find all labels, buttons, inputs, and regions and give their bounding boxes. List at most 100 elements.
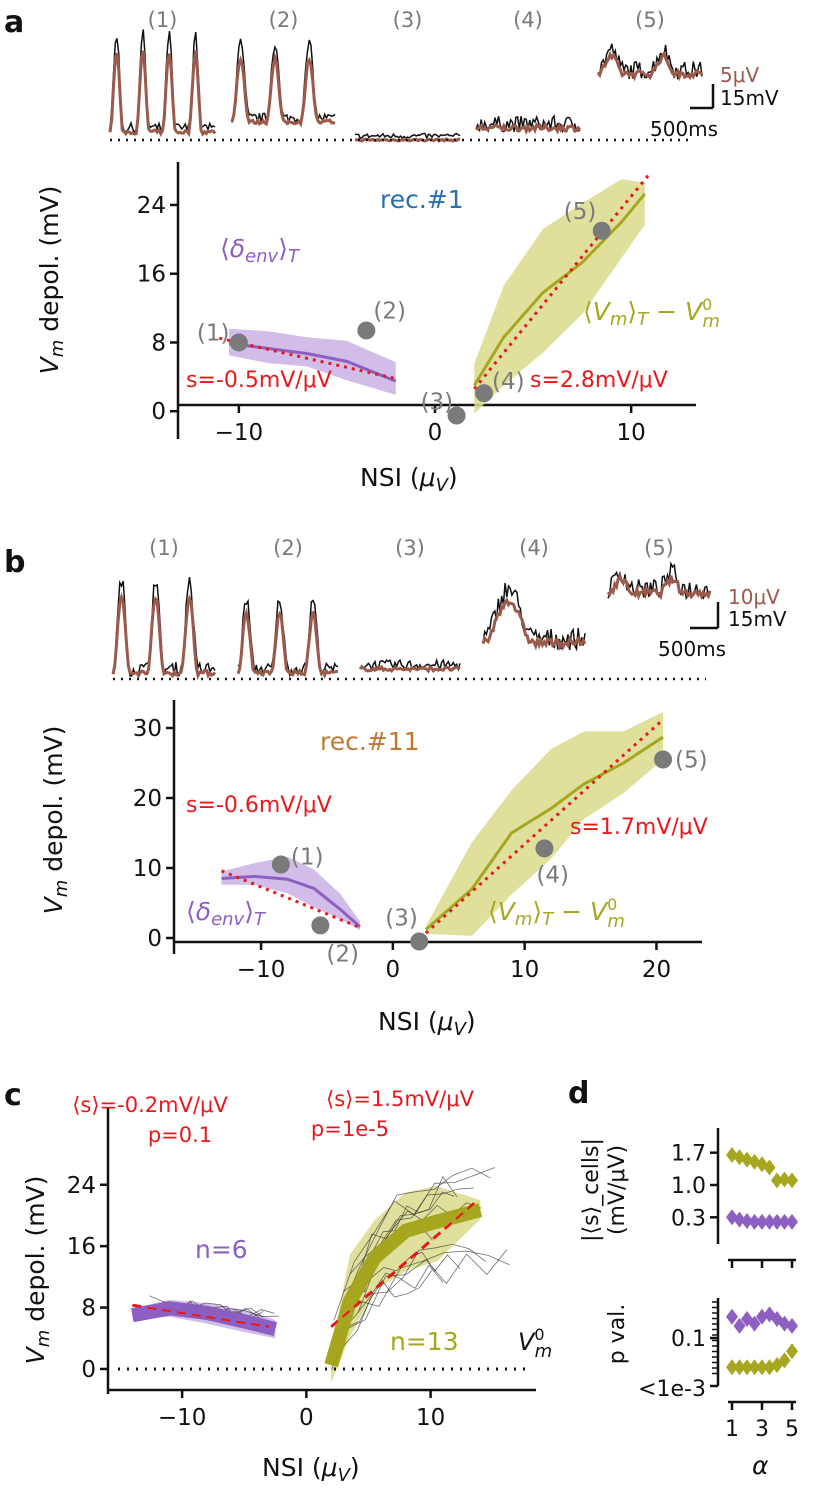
panel-a-vm-label: ⟨Vm⟩T − V0 m	[583, 295, 720, 332]
panel-c-plot: 0 8 16 24 −10 0 10	[67, 1108, 536, 1431]
panel-c-left-slope: ⟨s⟩=-0.2mV/μV	[72, 1093, 228, 1117]
panel-c-right-slope: ⟨s⟩=1.5mV/μV	[326, 1087, 475, 1111]
y-tick-label: 10	[133, 856, 162, 882]
trace-brown	[596, 50, 704, 82]
trace-label: (2)	[269, 8, 299, 32]
panel-a-trace-labels: (1) (2) (3) (4) (5)	[148, 8, 665, 32]
scale-bar-time-label: 500ms	[658, 637, 726, 661]
bottom-olive-marker	[756, 1359, 768, 1376]
bottom-purple-marker	[733, 1317, 746, 1334]
top-purple-marker	[771, 1213, 783, 1230]
trace-label: (1)	[148, 8, 178, 32]
trace-brown	[111, 592, 217, 681]
trace-label: (3)	[393, 8, 423, 32]
scale-bar-time-label: 500ms	[650, 117, 718, 141]
top-purple-marker	[786, 1213, 798, 1230]
trace-brown	[606, 573, 712, 601]
y-tick-label: 0	[147, 926, 162, 952]
y-tick-label: 0	[81, 1357, 96, 1383]
top-olive-marker	[771, 1172, 783, 1189]
x-tick-label: 20	[642, 957, 671, 983]
panel-a-left-slope: s=-0.5mV/μV	[186, 368, 332, 393]
x-tick-label: 0	[386, 957, 401, 983]
top-olive-marker	[763, 1159, 776, 1176]
panel-d: d 0.3 1.0 1.7 0.1 <1e-3 1 3 5 |⟨s⟩_cells| (mV/μ…	[568, 1076, 799, 1480]
x-tick-label: 10	[510, 957, 539, 983]
data-point	[229, 333, 248, 352]
vm-mean-line	[472, 192, 647, 387]
bottom-purple-marker	[748, 1315, 761, 1332]
panel-a-right-slope: s=2.8mV/μV	[530, 368, 668, 393]
panel-b-vm-label: ⟨Vm⟩T − V0 m	[488, 895, 625, 932]
scale-bar-uv-label: 10μV	[728, 585, 780, 609]
y-tick-label: 16	[137, 262, 166, 288]
panel-d-x-axis-label: α	[752, 1451, 769, 1480]
cell-trace	[332, 1270, 433, 1365]
cell-trace	[351, 1243, 486, 1320]
trace-label: (3)	[395, 536, 425, 560]
panel-b-x-axis-label: NSI (μV)	[378, 1007, 476, 1040]
y-tick-label: 20	[133, 786, 162, 812]
panel-a-env-label: ⟨δenv⟩T	[220, 234, 301, 267]
panel-a-trace-strip	[108, 29, 704, 143]
panel-b-left-slope: s=-0.6mV/μV	[186, 793, 332, 818]
panel-b-label: b	[4, 545, 25, 580]
panel-d-top-ylabel-line1: |⟨s⟩_cells|	[579, 1138, 604, 1242]
bottom-olive-marker	[778, 1352, 791, 1369]
bottom-purple-marker	[726, 1308, 738, 1325]
vm-fit-line	[330, 1199, 479, 1328]
panel-c-left-pvalue: p=0.1	[148, 1123, 212, 1147]
data-point	[410, 932, 429, 951]
x-tick-label: −10	[158, 1405, 207, 1431]
data-point-label: (3)	[421, 390, 454, 416]
panel-b-scale-bar: 10μV 15mV 500ms	[658, 585, 787, 661]
data-point-label: (2)	[326, 941, 359, 967]
panel-d-plot: 0.3 1.0 1.7 0.1 <1e-3 1 3 5	[638, 1128, 799, 1442]
trace-label: (2)	[273, 536, 303, 560]
panel-b-recording-label: rec.#11	[320, 727, 420, 756]
panel-b-y-axis-label: Vm depol. (mV)	[39, 726, 72, 915]
x-tick-label: 3	[755, 1417, 769, 1442]
data-point-label: (1)	[291, 845, 324, 871]
trace-brown	[230, 51, 336, 128]
y-tick-label: 24	[137, 193, 166, 219]
top-y-tick-label: 1.7	[671, 1142, 706, 1167]
top-purple-marker	[733, 1211, 746, 1228]
data-point-label: (4)	[492, 369, 525, 395]
data-point	[271, 855, 290, 874]
panel-c-label: c	[4, 1078, 22, 1113]
panel-c: c ⟨s⟩=-0.2mV/μV p=0.1 ⟨s⟩=1.5mV/μV p=1e-…	[4, 1078, 552, 1486]
trace-brown	[358, 664, 461, 674]
trace-brown	[481, 597, 587, 652]
x-tick-label: 1	[725, 1417, 739, 1442]
top-purple-marker	[756, 1213, 768, 1230]
y-tick-label: 24	[67, 1173, 96, 1199]
y-tick-label: 8	[81, 1296, 96, 1322]
bottom-y-tick-label: 0.1	[671, 1327, 706, 1352]
top-purple-marker	[778, 1213, 791, 1230]
panel-c-right-pvalue: p=1e-5	[311, 1117, 389, 1141]
bottom-purple-marker	[786, 1317, 798, 1334]
bottom-olive-marker	[726, 1359, 738, 1376]
trace-label: (5)	[644, 536, 674, 560]
y-tick-label: 0	[151, 399, 166, 425]
trace-label: (5)	[635, 8, 665, 32]
panel-a-scale-bar: 5μV 15mV 500ms	[650, 63, 779, 141]
x-tick-label: 10	[617, 420, 646, 446]
panel-c-n-left: n=6	[195, 1235, 248, 1264]
trace-label: (1)	[149, 536, 179, 560]
panel-b-trace-strip	[111, 561, 712, 681]
env-mean-thick	[131, 1301, 277, 1336]
data-point-label: (3)	[385, 906, 418, 932]
x-tick-label: 10	[416, 1405, 445, 1431]
panel-d-bottom-ylabel: p val.	[605, 1304, 630, 1365]
panel-b-plot: 0 10 20 30 −10 0 10 20 (1) (2) (3) (4) (5)	[133, 700, 708, 983]
panel-b-right-slope: s=1.7mV/μV	[570, 815, 708, 840]
panel-a-plot: 0 8 16 24 −10 0 10 (1) (2) (3) (4) (5)	[137, 162, 696, 446]
trace-label: (4)	[519, 536, 549, 560]
top-y-tick-label: 0.3	[671, 1206, 706, 1231]
cell-trace	[359, 1191, 455, 1283]
panel-d-label: d	[568, 1076, 589, 1111]
panel-a-recording-label: rec.#1	[380, 185, 464, 214]
panel-b-trace-labels: (1) (2) (3) (4) (5)	[149, 536, 674, 560]
